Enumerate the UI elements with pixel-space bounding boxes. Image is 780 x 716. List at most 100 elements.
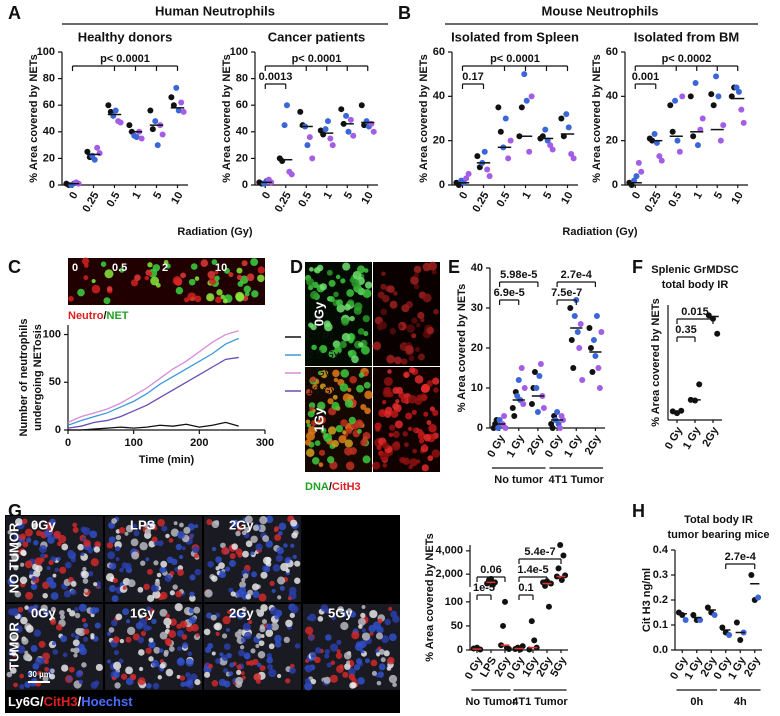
cell xyxy=(268,668,277,678)
cell xyxy=(307,426,317,435)
cell xyxy=(290,519,298,527)
panel-letter: H xyxy=(632,501,645,521)
cell xyxy=(408,355,415,362)
image-label: NO TUMOR xyxy=(6,522,21,593)
cell xyxy=(381,271,386,276)
data-point xyxy=(562,572,569,579)
data-point xyxy=(690,612,697,618)
x-tick-label: 10 xyxy=(169,190,186,207)
caption-part: NET xyxy=(107,310,129,322)
cell xyxy=(163,652,169,657)
cell xyxy=(324,653,330,659)
cell xyxy=(327,398,334,405)
cell xyxy=(336,639,342,645)
cell xyxy=(157,518,165,527)
cell xyxy=(287,596,292,601)
cell xyxy=(420,317,425,323)
data-point xyxy=(560,552,567,559)
y-tick-label: 0 xyxy=(49,179,55,191)
cell xyxy=(81,662,87,668)
cell xyxy=(179,675,186,681)
cell xyxy=(339,383,349,392)
cell xyxy=(177,531,185,540)
cell xyxy=(304,439,312,446)
y-tick-label: 100 xyxy=(445,596,463,608)
cell xyxy=(309,267,314,272)
x-tick-label: 5Gy xyxy=(548,654,569,679)
cell xyxy=(236,669,242,675)
cell xyxy=(414,375,424,384)
line-series xyxy=(68,421,239,431)
x-tick-label: 0.5 xyxy=(495,190,513,209)
cell xyxy=(19,533,26,541)
cell xyxy=(362,432,371,440)
cell xyxy=(309,406,314,412)
data-point xyxy=(748,572,755,578)
data-point xyxy=(520,401,527,407)
cell xyxy=(243,285,252,293)
cell xyxy=(265,540,273,548)
cell xyxy=(37,670,42,676)
cell xyxy=(404,442,409,448)
data-point xyxy=(568,150,575,157)
cell xyxy=(54,567,59,573)
cell xyxy=(289,667,296,674)
cell xyxy=(83,636,89,642)
cell xyxy=(77,288,85,297)
cell xyxy=(308,285,314,291)
cell xyxy=(19,673,25,679)
data-point xyxy=(540,405,547,411)
y-tick-label: 0.4 xyxy=(653,544,669,556)
cell xyxy=(33,540,39,546)
cell xyxy=(163,259,169,265)
cell xyxy=(433,308,439,315)
cell xyxy=(153,646,161,654)
cell xyxy=(81,257,90,265)
cell xyxy=(13,565,19,571)
cell xyxy=(235,590,244,598)
cell xyxy=(310,651,317,658)
y-axis-label: % Area covered by NETs xyxy=(424,533,436,661)
bracket-label: 5.4e-7 xyxy=(524,546,555,558)
cell xyxy=(361,632,371,641)
cell xyxy=(230,611,237,619)
cell xyxy=(236,267,243,274)
data-point xyxy=(105,102,112,109)
cell xyxy=(400,396,408,404)
bracket-label: 0.06 xyxy=(480,564,501,576)
cell xyxy=(378,663,386,671)
cell xyxy=(283,636,290,644)
cell xyxy=(78,603,87,612)
cell xyxy=(188,616,197,624)
x-tick-label: 5 xyxy=(151,190,164,201)
cell xyxy=(285,568,290,573)
cell xyxy=(31,575,37,582)
cell xyxy=(19,576,28,584)
y-tick-label: 100 xyxy=(43,328,61,340)
cell xyxy=(62,652,68,658)
cell xyxy=(211,575,218,582)
bracket-label: 2.7e-4 xyxy=(561,269,593,281)
cell xyxy=(159,648,164,653)
y-tick-label: 40 xyxy=(433,90,445,102)
cell xyxy=(361,605,366,609)
cell xyxy=(91,278,96,284)
cell xyxy=(325,634,332,641)
cell xyxy=(279,585,285,591)
y-axis-label: % Area covered by NETs xyxy=(28,54,40,182)
chart-title: Healthy donors xyxy=(78,29,173,44)
cell xyxy=(108,585,116,592)
cell xyxy=(169,570,175,576)
data-point xyxy=(726,632,733,638)
cell xyxy=(335,274,341,280)
cell xyxy=(207,270,216,279)
cell xyxy=(146,682,152,689)
cell xyxy=(73,653,78,658)
cell xyxy=(208,277,217,285)
cell xyxy=(20,562,25,567)
data-point xyxy=(505,155,512,162)
cell xyxy=(340,419,348,427)
cell xyxy=(391,441,401,451)
cell xyxy=(144,528,151,535)
cell xyxy=(340,369,350,378)
